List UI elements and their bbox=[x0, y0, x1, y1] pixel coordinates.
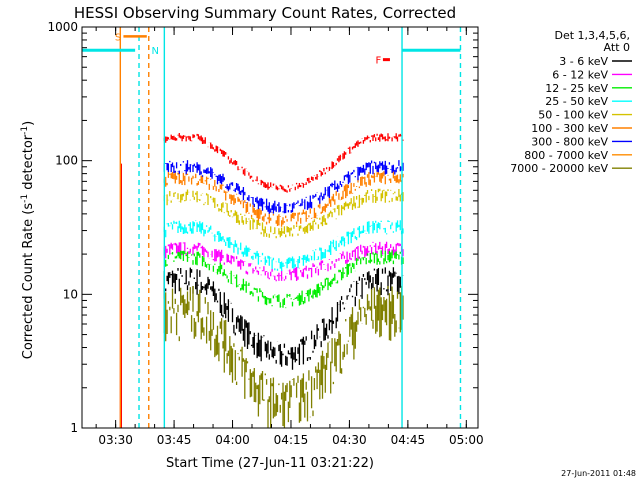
timestamp: 27-Jun-2011 01:48 bbox=[561, 469, 636, 478]
legend-label: 800 - 7000 keV bbox=[524, 149, 608, 162]
x-axis-label: Start Time (27-Jun-11 03:21:22) bbox=[166, 456, 374, 471]
series-3-6kev bbox=[163, 267, 404, 370]
x-tick-label: 05:00 bbox=[449, 433, 484, 447]
x-tick-label: 03:45 bbox=[157, 433, 192, 447]
series-100-300kev bbox=[163, 171, 404, 227]
legend-label: 300 - 800 keV bbox=[531, 135, 608, 148]
marker-s: S bbox=[115, 32, 121, 43]
legend-label: 7000 - 20000 keV bbox=[510, 162, 608, 175]
x-tick-label: 04:45 bbox=[391, 433, 426, 447]
y-tick-label: 100 bbox=[55, 154, 78, 168]
legend-label: 50 - 100 keV bbox=[538, 109, 608, 122]
legend-header-att: Att 0 bbox=[604, 41, 630, 54]
y-axis-label: Corrected Count Rate (s-1 detector-1) bbox=[20, 121, 36, 359]
x-tick-label: 03:30 bbox=[98, 433, 133, 447]
svg-text:Corrected Count Rate (s-1 dete: Corrected Count Rate (s-1 detector-1) bbox=[20, 121, 36, 359]
axes-frame bbox=[81, 26, 479, 429]
plot-area: S N F bbox=[82, 27, 462, 428]
legend-label: 100 - 300 keV bbox=[531, 122, 608, 135]
legend-label: 25 - 50 keV bbox=[545, 95, 608, 108]
legend-header: Det 1,3,4,5,6, bbox=[554, 29, 630, 42]
legend-label: 6 - 12 keV bbox=[552, 68, 608, 81]
legend-label: 3 - 6 keV bbox=[559, 55, 608, 68]
legend-label: 12 - 25 keV bbox=[545, 82, 608, 95]
x-tick-label: 04:30 bbox=[332, 433, 367, 447]
x-tick-label: 04:00 bbox=[215, 433, 250, 447]
chart-title: HESSI Observing Summary Count Rates, Cor… bbox=[74, 4, 456, 22]
axes: 03:30 03:45 04:00 04:15 04:30 04:45 05:00 1 10 10… bbox=[47, 20, 483, 447]
y-tick-label: 1 bbox=[70, 421, 78, 435]
series-red bbox=[163, 133, 404, 193]
marker-n: N bbox=[151, 46, 158, 57]
x-tick-label: 04:15 bbox=[274, 433, 309, 447]
y-tick-label: 1000 bbox=[47, 20, 78, 34]
marker-f: F bbox=[376, 56, 382, 67]
y-tick-label: 10 bbox=[63, 287, 78, 301]
